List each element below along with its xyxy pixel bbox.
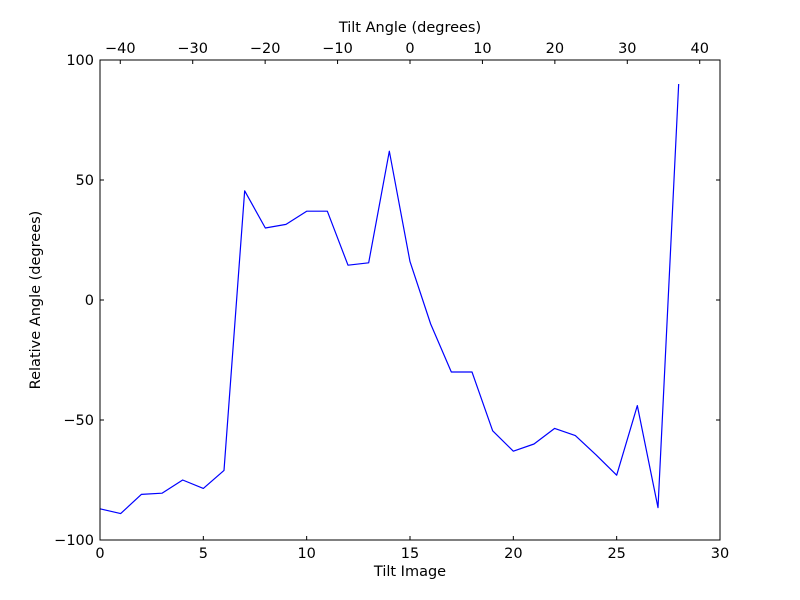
x-tick-label: 25: [607, 546, 625, 562]
x-tick-label: 30: [711, 546, 729, 562]
data-point: [347, 265, 348, 266]
x2-tick-label: 30: [618, 41, 636, 57]
data-point: [595, 454, 596, 455]
data-point: [244, 190, 245, 191]
series-line-0: [99, 83, 680, 515]
y-axis-title: Relative Angle (degrees): [28, 211, 44, 390]
y-tick-label: 0: [85, 293, 94, 309]
y-tick-label: −100: [54, 533, 94, 549]
data-point: [430, 323, 431, 324]
x-tick-label: 5: [199, 546, 208, 562]
data-point: [285, 224, 286, 225]
y-tick-label: 50: [76, 173, 94, 189]
y-tick-label: 100: [66, 53, 94, 69]
x2-tick-label: −30: [177, 41, 208, 57]
x-axis-title: Tilt Image: [373, 564, 446, 580]
x-tick-label: 10: [297, 546, 315, 562]
data-point: [203, 488, 204, 489]
data-point: [306, 211, 307, 212]
x2-tick-label: 20: [546, 41, 564, 57]
x2-tick-label: −10: [322, 41, 353, 57]
x2-tick-label: −20: [250, 41, 281, 57]
x2-tick-label: 40: [690, 41, 708, 57]
data-point: [141, 494, 142, 495]
data-point: [657, 507, 658, 508]
data-point: [533, 443, 534, 444]
data-point: [368, 262, 369, 263]
x-tick-label: 15: [401, 546, 419, 562]
data-point: [161, 493, 162, 494]
data-point: [471, 371, 472, 372]
data-point: [575, 435, 576, 436]
data-point: [554, 428, 555, 429]
data-point: [616, 475, 617, 476]
data-point: [409, 261, 410, 262]
data-point: [120, 513, 121, 514]
x2-axis-title: Tilt Angle (degrees): [338, 20, 481, 36]
data-point: [327, 211, 328, 212]
y-tick-label: −50: [63, 413, 94, 429]
x-tick-label: 0: [95, 546, 104, 562]
x-tick-label: 20: [504, 546, 522, 562]
data-point: [678, 83, 679, 84]
data-point: [637, 405, 638, 406]
data-point: [451, 371, 452, 372]
x2-tick-label: 0: [405, 41, 414, 57]
series-layer: [99, 83, 680, 515]
data-point: [182, 479, 183, 480]
x2-tick-label: 10: [473, 41, 491, 57]
data-point: [223, 470, 224, 471]
data-point: [389, 151, 390, 152]
x2-tick-label: −40: [105, 41, 136, 57]
data-point: [492, 430, 493, 431]
data-point: [265, 227, 266, 228]
data-point: [513, 451, 514, 452]
